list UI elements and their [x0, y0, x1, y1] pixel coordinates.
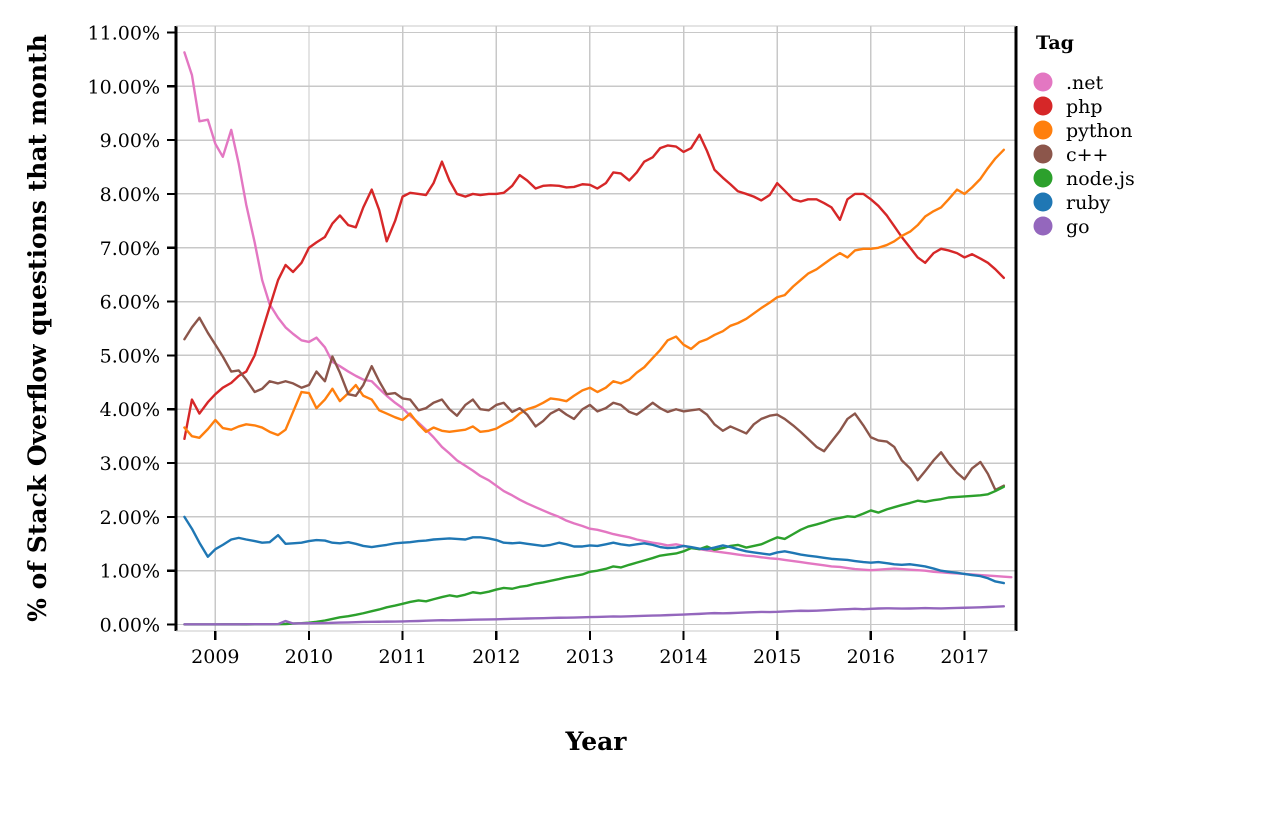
x-gridlines: [214, 26, 966, 631]
legend-item-label: c++: [1066, 144, 1108, 166]
x-tick-label: 2010: [285, 646, 333, 668]
legend-swatch-dot-icon: [1033, 96, 1053, 116]
legend-swatch-dot-icon: [1033, 120, 1053, 140]
y-tick-label: 0.00%: [100, 615, 160, 637]
y-axis-title: % of Stack Overflow questions that month: [23, 34, 52, 622]
x-tick-label: 2014: [659, 646, 707, 668]
y-tick-label: 3.00%: [100, 453, 160, 475]
legend-item-label: php: [1066, 96, 1103, 118]
legend-item[interactable]: .net: [1033, 72, 1104, 94]
legend-swatch-dot-icon: [1033, 216, 1053, 236]
y-tick-label: 2.00%: [100, 507, 160, 529]
x-tick-label: 2009: [191, 646, 239, 668]
series-line-python: [183, 148, 1006, 439]
series-line-go: [183, 605, 1006, 626]
y-tick-label: 1.00%: [100, 561, 160, 583]
series-line-c-: [183, 316, 1006, 492]
y-tick-label: 6.00%: [100, 292, 160, 314]
legend-item-label: node.js: [1066, 168, 1135, 190]
series-line-node-js: [183, 485, 1006, 626]
series-line-ruby: [183, 515, 1006, 585]
y-axis-ticks: 0.00% 1.00% 2.00% 3.00% 4.00% 5.00% 6.00% 7.00%…: [88, 22, 176, 637]
legend-item[interactable]: go: [1033, 216, 1090, 238]
series-lines: [183, 51, 1013, 626]
y-tick-label: 7.00%: [100, 238, 160, 260]
x-tick-label: 2012: [472, 646, 520, 668]
legend-item-label: .net: [1066, 72, 1104, 94]
y-tick-label: 8.00%: [100, 184, 160, 206]
x-tick-label: 2016: [847, 646, 895, 668]
y-tick-label: 9.00%: [100, 130, 160, 152]
x-axis-title: Year: [565, 727, 628, 756]
y-tick-label: 5.00%: [100, 345, 160, 367]
x-tick-label: 2015: [753, 646, 801, 668]
legend-swatch-dot-icon: [1033, 72, 1053, 92]
legend-swatch-dot-icon: [1033, 168, 1053, 188]
x-tick-label: 2017: [940, 646, 988, 668]
plot-area-background: [176, 26, 1016, 631]
legend-item[interactable]: python: [1033, 120, 1133, 142]
legend-item[interactable]: ruby: [1033, 192, 1111, 214]
legend-item[interactable]: c++: [1033, 144, 1109, 166]
legend-item-label: ruby: [1066, 192, 1110, 214]
legend-item-label: go: [1066, 216, 1090, 238]
x-tick-label: 2011: [378, 646, 426, 668]
legend-swatch-dot-icon: [1033, 192, 1053, 212]
legend-item-label: python: [1066, 120, 1132, 142]
y-tick-label: 11.00%: [88, 22, 160, 44]
x-axis-ticks: 2009 2010 2011 2012 2013 2014 2015 2016 2017: [191, 631, 989, 668]
legend-title: Tag: [1036, 32, 1074, 54]
series-line-php: [183, 133, 1006, 441]
axis-spines: [174, 25, 1018, 632]
x-tick-label: 2013: [566, 646, 614, 668]
legend-item[interactable]: php: [1033, 96, 1103, 118]
series-line--net: [183, 51, 1013, 579]
legend-item[interactable]: node.js: [1033, 168, 1135, 190]
y-tick-label: 4.00%: [100, 399, 160, 421]
legend-swatch-dot-icon: [1033, 144, 1053, 164]
y-tick-label: 10.00%: [88, 76, 160, 98]
